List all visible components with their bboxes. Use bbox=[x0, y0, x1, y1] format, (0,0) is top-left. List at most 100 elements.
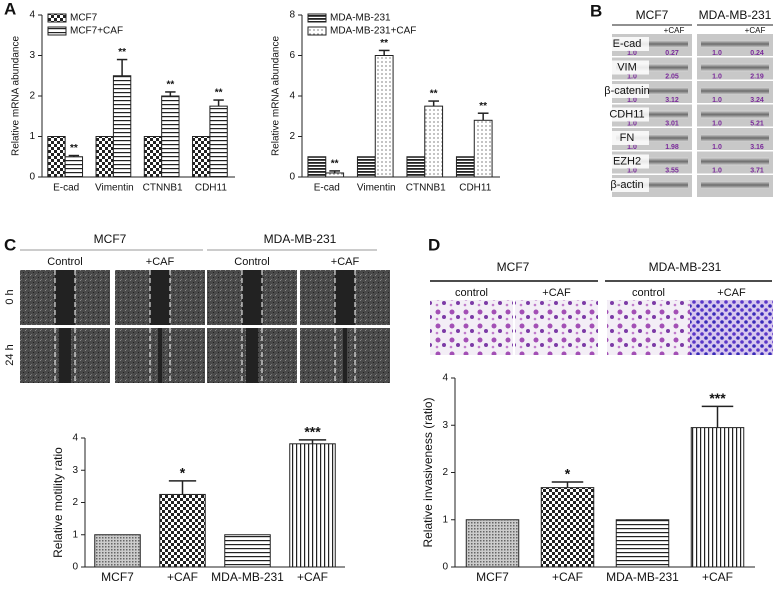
blot-value: 1.0 bbox=[712, 73, 722, 80]
image-condition: +CAF bbox=[542, 287, 571, 299]
bar bbox=[690, 427, 745, 568]
blot-value: 1.0 bbox=[627, 144, 637, 151]
bar bbox=[406, 156, 426, 178]
significance: ** bbox=[215, 88, 223, 99]
bar bbox=[473, 119, 493, 178]
y-tick-label: 0 bbox=[72, 562, 78, 573]
image-condition: control bbox=[455, 287, 488, 299]
blot-label-bg bbox=[605, 37, 649, 51]
image-condition: Control bbox=[47, 256, 82, 268]
legend-swatch bbox=[307, 26, 327, 36]
blot-band bbox=[701, 157, 769, 166]
scratch-gap bbox=[343, 328, 347, 383]
significance: ** bbox=[380, 38, 388, 49]
blot-band bbox=[701, 181, 769, 189]
x-tick-label: +CAF bbox=[702, 570, 733, 584]
blot-row-label: CDH11 bbox=[609, 108, 644, 120]
invasion-image bbox=[607, 300, 690, 355]
x-tick-label: CTNNB1 bbox=[143, 183, 183, 194]
scratch-gap bbox=[335, 270, 355, 325]
blot-value: 1.0 bbox=[712, 144, 722, 151]
x-tick-label: Vimentin bbox=[95, 183, 134, 194]
image-condition: +CAF bbox=[146, 256, 175, 268]
blot-row-label: E-cad bbox=[613, 38, 642, 50]
blot-value: 1.0 bbox=[627, 167, 637, 174]
blot-value: 1.0 bbox=[712, 50, 722, 57]
x-tick-label: MCF7 bbox=[101, 570, 134, 584]
blot-label-bg bbox=[605, 154, 649, 169]
y-tick-label: 1 bbox=[72, 529, 78, 540]
significance: ** bbox=[118, 47, 126, 58]
blot-treatment: +CAF bbox=[664, 26, 685, 35]
blot-value: 1.0 bbox=[712, 167, 722, 174]
significance: ** bbox=[166, 80, 174, 91]
invasion-image bbox=[515, 300, 598, 355]
y-tick-label: 4 bbox=[289, 91, 295, 102]
x-tick-label: MCF7 bbox=[476, 570, 509, 584]
image-time: 0 h bbox=[4, 289, 16, 304]
image-condition: control bbox=[632, 287, 665, 299]
blot-value: 3.55 bbox=[665, 167, 679, 174]
blot-column: MCF7 bbox=[636, 8, 669, 22]
image-condition: +CAF bbox=[331, 256, 360, 268]
blot-label-bg bbox=[605, 107, 649, 122]
y-tick-label: 2 bbox=[72, 497, 78, 508]
panel-label: C bbox=[4, 235, 16, 254]
y-tick-label: 4 bbox=[72, 433, 78, 444]
x-tick-label: Vimentin bbox=[357, 183, 396, 194]
y-axis-label: Relative motility ratio bbox=[51, 447, 65, 558]
scratch-gap bbox=[242, 270, 262, 325]
significance: ** bbox=[479, 101, 487, 112]
y-tick-label: 3 bbox=[442, 420, 448, 431]
y-tick-label: 2 bbox=[442, 467, 448, 478]
scratch-gap bbox=[59, 328, 71, 383]
bar bbox=[540, 487, 595, 568]
blot-column: MDA-MB-231 bbox=[699, 8, 772, 22]
blot-value: 1.0 bbox=[712, 97, 722, 104]
blot-row-label: VIM bbox=[617, 61, 637, 73]
blot-value: 2.19 bbox=[750, 73, 764, 80]
x-tick-label: CDH11 bbox=[459, 183, 491, 194]
blot-band bbox=[616, 87, 688, 95]
y-tick-label: 0 bbox=[442, 562, 448, 573]
bar bbox=[112, 75, 132, 178]
significance: *** bbox=[304, 424, 321, 440]
scratch-gap bbox=[246, 328, 258, 383]
scratch-gap bbox=[150, 270, 170, 325]
y-axis-label: Relative mRNA abundance bbox=[271, 36, 282, 157]
y-tick-label: 3 bbox=[29, 50, 35, 61]
y-tick-label: 3 bbox=[72, 465, 78, 476]
bar bbox=[465, 519, 520, 568]
image-column: MDA-MB-231 bbox=[264, 232, 337, 246]
x-tick-label: +CAF bbox=[552, 570, 583, 584]
blot-label-bg bbox=[605, 131, 649, 145]
legend-swatch bbox=[47, 26, 67, 36]
x-tick-label: MDA-MB-231 bbox=[606, 570, 679, 584]
blot-value: 0.24 bbox=[750, 50, 764, 57]
blot-value: 1.0 bbox=[627, 97, 637, 104]
blot-row-label: EZH2 bbox=[613, 155, 641, 167]
blot-value: 3.16 bbox=[750, 144, 764, 151]
legend-label: MCF7 bbox=[70, 13, 98, 24]
blot-value: 3.01 bbox=[665, 120, 679, 127]
y-tick-label: 1 bbox=[29, 131, 35, 142]
blot-value: 3.24 bbox=[750, 97, 764, 104]
legend-label: MDA-MB-231+CAF bbox=[330, 26, 416, 37]
bar bbox=[94, 534, 141, 568]
x-tick-label: +CAF bbox=[297, 570, 328, 584]
bar bbox=[161, 95, 180, 178]
blot-value: 3.12 bbox=[665, 97, 679, 104]
significance: *** bbox=[709, 390, 726, 406]
y-tick-label: 0 bbox=[289, 172, 295, 183]
blot-band bbox=[616, 157, 688, 166]
image-condition: +CAF bbox=[717, 287, 746, 299]
invasion-image bbox=[690, 300, 773, 355]
significance: ** bbox=[70, 143, 78, 154]
blot-label-bg bbox=[605, 84, 649, 98]
bar bbox=[455, 156, 475, 178]
y-axis-label: Relative mRNA abundance bbox=[11, 36, 22, 157]
invasion-image bbox=[430, 300, 513, 355]
significance: * bbox=[180, 465, 186, 481]
scratch-gap bbox=[158, 328, 162, 383]
